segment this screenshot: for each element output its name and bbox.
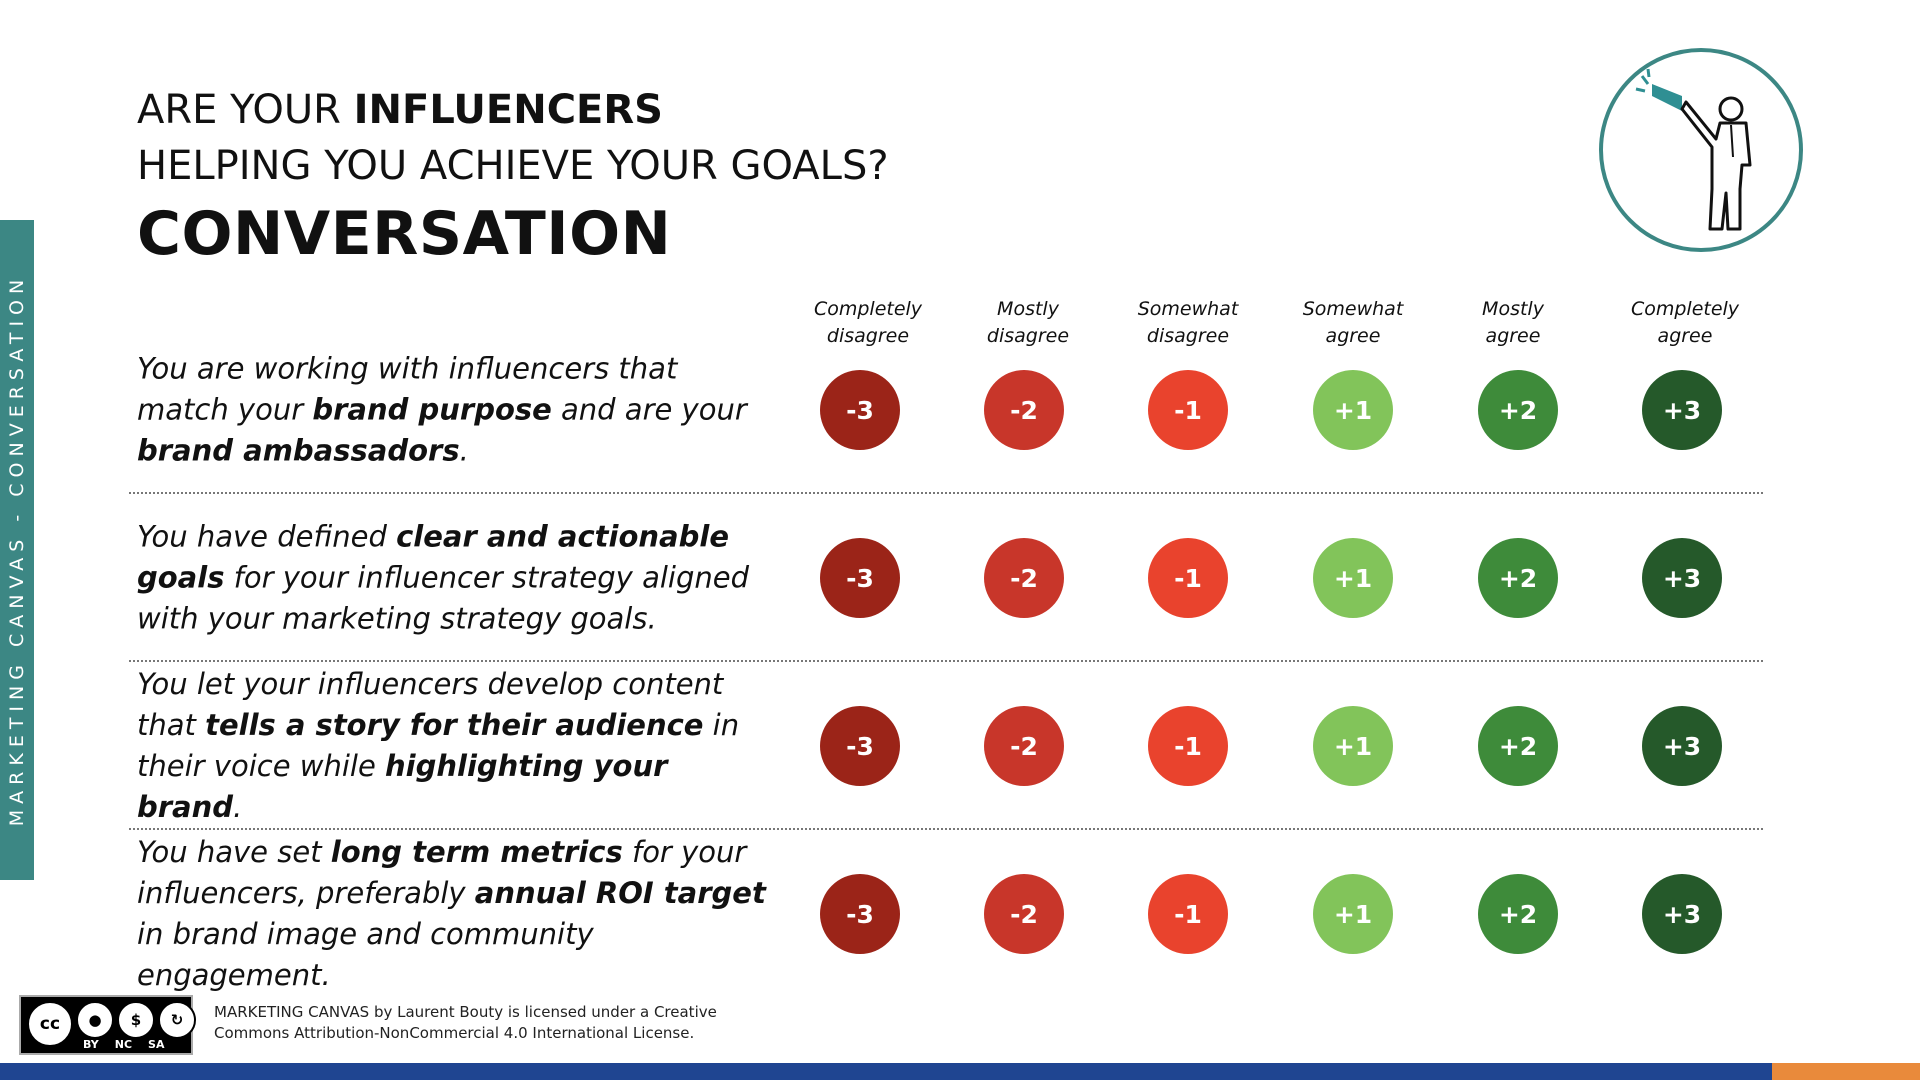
license-line-2: Commons Attribution-NonCommercial 4.0 In… bbox=[214, 1024, 695, 1042]
statement-fragment: in brand image and community engagement. bbox=[137, 917, 594, 992]
license-line-1: MARKETING CANVAS by Laurent Bouty is lic… bbox=[214, 1003, 717, 1021]
side-tab-label: MARKETING CANVAS - CONVERSATION bbox=[6, 273, 29, 827]
statement-fragment: You let your influencers develop content… bbox=[137, 667, 724, 742]
rating-option[interactable]: +3 bbox=[1642, 874, 1722, 954]
scale-label-line2: agree bbox=[1657, 325, 1713, 347]
page-title: CONVERSATION bbox=[137, 199, 672, 269]
rating-option[interactable]: -2 bbox=[984, 706, 1064, 786]
license: cc ● $ ↻ BY NC SA MARKETING CANVAS by La… bbox=[19, 995, 717, 1055]
scale-label-somewhat-disagree: Somewhat disagree bbox=[1108, 296, 1268, 350]
rating-option[interactable]: +3 bbox=[1642, 370, 1722, 450]
cc-tag-nc: NC bbox=[114, 1038, 133, 1051]
heading-line-1-prefix: ARE YOUR bbox=[137, 87, 354, 133]
scale-label-line1: Somewhat bbox=[1302, 298, 1404, 320]
scale-label-completely-disagree: Completely disagree bbox=[788, 296, 948, 350]
statement-fragment: and are your bbox=[551, 392, 747, 427]
statement-fragment: You have set bbox=[137, 835, 331, 869]
scale-labels: Completely disagree Mostly disagree Somewh… bbox=[0, 296, 1920, 352]
rating-option[interactable]: +1 bbox=[1313, 874, 1393, 954]
rating-option[interactable]: -1 bbox=[1148, 706, 1228, 786]
row-divider bbox=[129, 660, 1763, 662]
statement-row: You have defined clear and actionable go… bbox=[129, 494, 1763, 662]
side-tab: MARKETING CANVAS - CONVERSATION bbox=[0, 220, 34, 880]
rating-option[interactable]: +1 bbox=[1313, 370, 1393, 450]
statement-emphasis: clear and actionable goals bbox=[137, 519, 729, 595]
rating-option[interactable]: -3 bbox=[820, 370, 900, 450]
rating-option[interactable]: +1 bbox=[1313, 538, 1393, 618]
statement-text: You let your influencers develop content… bbox=[137, 664, 777, 828]
bottom-bar bbox=[0, 1063, 1772, 1080]
row-divider bbox=[129, 828, 1763, 830]
scale-label-line2: disagree bbox=[826, 325, 910, 347]
rating-option[interactable]: +3 bbox=[1642, 706, 1722, 786]
statement-fragment: . bbox=[233, 790, 243, 824]
rating-option[interactable]: +2 bbox=[1478, 538, 1558, 618]
rating-option[interactable]: -3 bbox=[820, 874, 900, 954]
scale-label-line1: Mostly bbox=[1482, 298, 1544, 320]
statement-fragment: You are working with influencers that ma… bbox=[137, 351, 678, 427]
scale-label-somewhat-agree: Somewhat agree bbox=[1273, 296, 1433, 350]
statement-row: You have set long term metrics for your … bbox=[129, 830, 1763, 998]
scale-label-line2: agree bbox=[1325, 325, 1381, 347]
scale-label-line2: disagree bbox=[1146, 325, 1230, 347]
scale-label-line2: disagree bbox=[986, 325, 1070, 347]
statement-emphasis: annual ROI target bbox=[474, 876, 766, 910]
rating-option[interactable]: -1 bbox=[1148, 874, 1228, 954]
statement-fragment: for your influencer strategy aligned wit… bbox=[137, 560, 749, 636]
statement-row: You let your influencers develop content… bbox=[129, 662, 1763, 830]
statement-emphasis: highlighting your brand bbox=[137, 749, 668, 824]
cc-icon: cc bbox=[27, 1001, 73, 1047]
statement-row: You are working with influencers that ma… bbox=[129, 326, 1763, 494]
rating-option[interactable]: -2 bbox=[984, 370, 1064, 450]
sharealike-icon: ↻ bbox=[158, 1001, 196, 1039]
scale-label-line1: Mostly bbox=[997, 298, 1059, 320]
scale-label-line2: agree bbox=[1485, 325, 1541, 347]
scale-label-mostly-agree: Mostly agree bbox=[1433, 296, 1593, 350]
statement-fragment: You have defined bbox=[137, 519, 397, 554]
rating-option[interactable]: -2 bbox=[984, 874, 1064, 954]
statement-text: You have defined clear and actionable go… bbox=[137, 517, 777, 640]
statement-emphasis: tells a story for their audience bbox=[205, 708, 704, 742]
statement-fragment: in their voice while bbox=[137, 708, 740, 783]
license-text: MARKETING CANVAS by Laurent Bouty is lic… bbox=[214, 1002, 774, 1044]
statement-emphasis: brand purpose bbox=[312, 392, 552, 427]
rating-option[interactable]: -1 bbox=[1148, 538, 1228, 618]
statement-text: You have set long term metrics for your … bbox=[137, 832, 777, 996]
rating-option[interactable]: +3 bbox=[1642, 538, 1722, 618]
scale-label-mostly-disagree: Mostly disagree bbox=[948, 296, 1108, 350]
rating-option[interactable]: -3 bbox=[820, 538, 900, 618]
scale-label-line1: Somewhat bbox=[1137, 298, 1239, 320]
rating-option[interactable]: +2 bbox=[1478, 370, 1558, 450]
bottom-bar-accent bbox=[1772, 1063, 1920, 1080]
cc-license-badge[interactable]: cc ● $ ↻ BY NC SA bbox=[19, 995, 196, 1055]
noncommercial-icon: $ bbox=[117, 1001, 155, 1039]
heading-line-1: ARE YOUR INFLUENCERS bbox=[137, 82, 889, 138]
scale-label-line1: Completely bbox=[1630, 298, 1740, 320]
cc-tag-sa: SA bbox=[148, 1038, 165, 1051]
cc-tag-by: BY bbox=[83, 1038, 99, 1051]
attribution-icon: ● bbox=[76, 1001, 114, 1039]
statement-text: You are working with influencers that ma… bbox=[137, 349, 777, 472]
heading: ARE YOUR INFLUENCERS HELPING YOU ACHIEVE… bbox=[137, 82, 889, 272]
rating-option[interactable]: -2 bbox=[984, 538, 1064, 618]
rating-option[interactable]: +1 bbox=[1313, 706, 1393, 786]
rating-option[interactable]: +2 bbox=[1478, 874, 1558, 954]
rating-option[interactable]: -3 bbox=[820, 706, 900, 786]
rating-option[interactable]: -1 bbox=[1148, 370, 1228, 450]
heading-line-2: HELPING YOU ACHIEVE YOUR GOALS? bbox=[137, 143, 889, 189]
statement-emphasis: brand ambassadors bbox=[137, 433, 460, 468]
scale-label-line1: Completely bbox=[813, 298, 923, 320]
row-divider bbox=[129, 492, 1763, 494]
scale-label-completely-agree: Completely agree bbox=[1605, 296, 1765, 350]
megaphone-person-icon bbox=[1598, 47, 1804, 253]
statement-fragment: for your influencers, preferably bbox=[137, 835, 747, 910]
statement-emphasis: long term metrics bbox=[330, 835, 623, 869]
statement-fragment: . bbox=[459, 433, 469, 468]
heading-line-1-bold: INFLUENCERS bbox=[353, 87, 663, 133]
rating-option[interactable]: +2 bbox=[1478, 706, 1558, 786]
